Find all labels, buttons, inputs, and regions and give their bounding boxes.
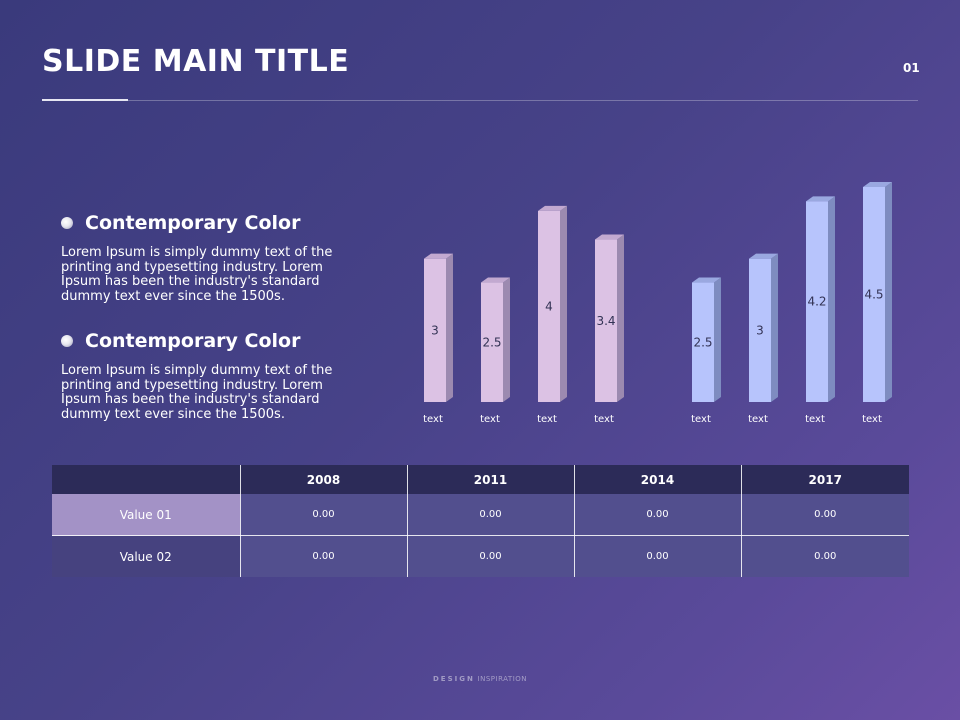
bar (692, 277, 721, 402)
values-table: 2008 2011 2014 2017 Value 01 0.00 0.00 0… (52, 465, 909, 577)
bar-value-label: 2.5 (693, 335, 712, 349)
bar-value-label: 4.5 (864, 288, 883, 302)
bullet-title-1: Contemporary Color (85, 212, 301, 234)
bullet-title-2: Contemporary Color (85, 330, 301, 352)
bar-top (692, 277, 721, 283)
table-cell: 0.00 (240, 535, 408, 577)
bar-top (806, 196, 835, 202)
table-row: Value 01 0.00 0.00 0.00 0.00 (52, 494, 909, 536)
bar (806, 196, 835, 402)
table-header-cell: 2011 (407, 465, 575, 494)
table-cell: 0.00 (407, 494, 575, 536)
row-label: Value 02 (52, 535, 241, 577)
bullet-heading-2: Contemporary Color (61, 330, 300, 352)
table-row: Value 02 0.00 0.00 0.00 0.00 (52, 535, 909, 577)
bar-front (806, 201, 828, 402)
category-label: text (594, 414, 614, 425)
bar-front (863, 187, 885, 402)
table-header-cell: 2008 (240, 465, 408, 494)
table-header-cell (52, 465, 241, 494)
bar-top (424, 253, 453, 259)
bar (481, 277, 510, 402)
table-header-cell: 2014 (574, 465, 742, 494)
table-cell: 0.00 (574, 535, 742, 577)
bar-side (885, 182, 892, 402)
bar-side (560, 205, 567, 402)
title-divider-accent (42, 99, 128, 101)
title-divider (42, 100, 918, 101)
footer-tagline: INSPIRATION (477, 675, 528, 683)
bar-top (863, 182, 892, 187)
page-number: 01 (903, 61, 920, 75)
bar-side (617, 234, 624, 402)
bar-side (714, 277, 721, 402)
bar (863, 182, 892, 402)
bar-side (446, 253, 453, 402)
bar-top (595, 234, 624, 240)
bar-front (424, 258, 446, 402)
bullet-dot-icon (61, 217, 73, 229)
bar (424, 253, 453, 402)
bar-front (481, 282, 503, 402)
bar (595, 234, 624, 402)
bar-top (481, 277, 510, 283)
bar-side (771, 253, 778, 402)
bullet-dot-icon (61, 335, 73, 347)
bar-value-label: 3 (431, 323, 439, 337)
category-label: text (748, 414, 768, 425)
footer-brand: DESIGN (432, 675, 475, 683)
bar-side (828, 196, 835, 402)
bar-value-label: 3.4 (596, 314, 615, 328)
category-label: text (805, 414, 825, 425)
bar-value-label: 3 (756, 323, 764, 337)
bar-front (595, 239, 617, 402)
bar (749, 253, 778, 402)
bar-front (692, 282, 714, 402)
bullet-body-2: Lorem Ipsum is simply dummy text of the … (61, 363, 333, 422)
row-label: Value 01 (52, 494, 241, 536)
bar-top (749, 253, 778, 259)
bar-charts: 3 text 2.5 text 4 text 3.4 text 2.5 text 3 text 4.2 t… (423, 182, 892, 425)
table-cell: 0.00 (407, 535, 575, 577)
bar-side (503, 277, 510, 402)
bullet-heading-1: Contemporary Color (61, 212, 300, 234)
bar-value-label: 4.2 (807, 295, 826, 309)
table-header-cell: 2017 (741, 465, 909, 494)
footer: DESIGN INSPIRATION (0, 675, 960, 683)
bar (538, 205, 567, 402)
bar-front (749, 258, 771, 402)
bar-value-label: 2.5 (482, 335, 501, 349)
bar-top (538, 205, 567, 211)
table-cell: 0.00 (240, 494, 408, 536)
table-header-row: 2008 2011 2014 2017 (52, 465, 909, 494)
category-label: text (691, 414, 711, 425)
slide-title: SLIDE MAIN TITLE (42, 44, 350, 79)
bullet-body-1: Lorem Ipsum is simply dummy text of the … (61, 245, 333, 304)
table-cell: 0.00 (741, 494, 909, 536)
category-label: text (862, 414, 882, 425)
bar-value-label: 4 (545, 299, 553, 313)
category-label: text (537, 414, 557, 425)
category-label: text (423, 414, 443, 425)
bar-front (538, 210, 560, 402)
table-cell: 0.00 (741, 535, 909, 577)
table-cell: 0.00 (574, 494, 742, 536)
category-label: text (480, 414, 500, 425)
